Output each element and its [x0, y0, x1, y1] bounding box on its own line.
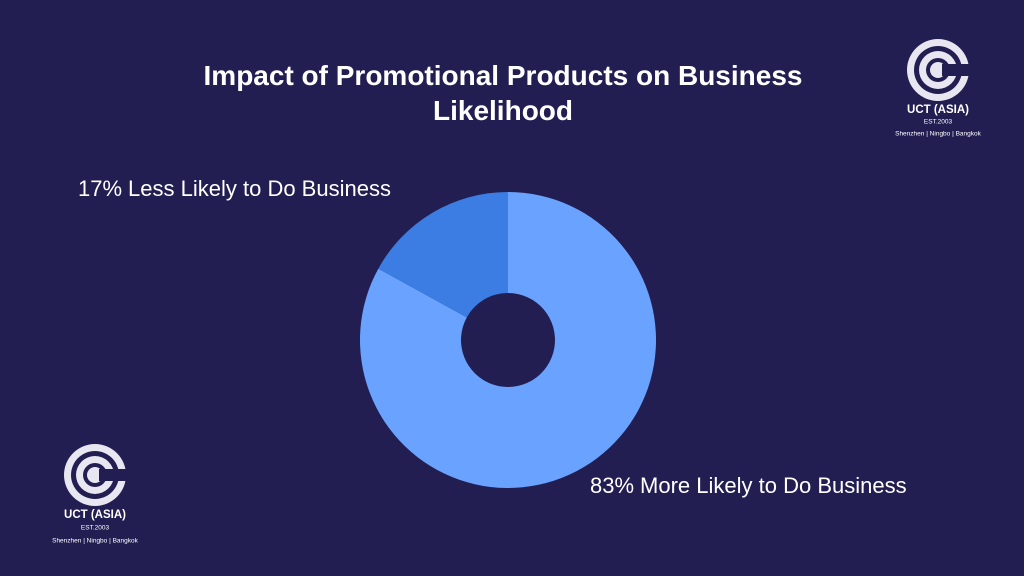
logo-name: UCT (ASIA) [907, 104, 969, 116]
logo-established: EST.2003 [81, 525, 110, 532]
slice-label: 83% More Likely to Do Business [590, 473, 907, 498]
logo-locations: Shenzhen | Ningbo | Bangkok [52, 538, 139, 545]
chart-title: Impact of Promotional Products on Busine… [203, 60, 803, 126]
logo-locations: Shenzhen | Ningbo | Bangkok [895, 131, 982, 138]
value-label: 83% [590, 473, 634, 498]
category-label: Less Likely to Do Business [128, 176, 391, 201]
pie-slice [378, 192, 508, 318]
value-label: 17% [78, 176, 122, 201]
logo-icon [64, 444, 129, 506]
slice-label: 17% Less Likely to Do Business [78, 176, 391, 201]
pie-slice [360, 192, 657, 488]
logo-icon [907, 39, 972, 101]
logo-name: UCT (ASIA) [64, 509, 126, 521]
category-label: More Likely to Do Business [640, 473, 907, 498]
logo-established: EST.2003 [924, 119, 953, 126]
